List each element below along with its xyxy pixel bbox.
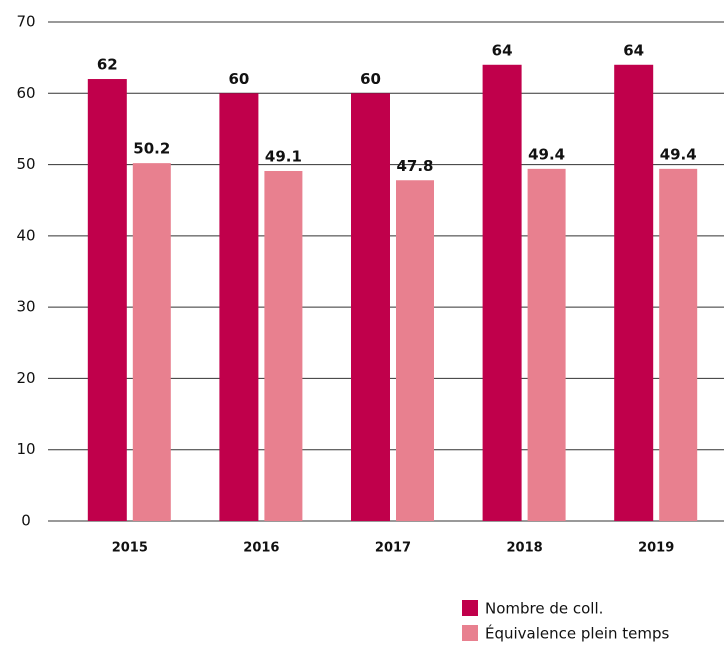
y-tick-label: 70 [16,13,35,31]
y-tick-label: 0 [21,512,31,530]
x-tick-label: 2017 [375,541,411,556]
bar [527,168,566,521]
bar [219,93,259,522]
data-label: 60 [360,70,381,88]
data-label: 49.4 [528,145,565,163]
data-label: 64 [623,41,644,59]
bar [396,180,434,522]
legend-swatch [462,625,478,641]
y-tick-label: 40 [16,226,35,244]
data-label: 49.4 [660,145,697,163]
x-tick-label: 2015 [112,541,148,556]
data-label: 64 [492,41,513,59]
data-label: 50.2 [133,140,170,158]
bar [482,64,522,522]
x-tick-label: 2019 [638,541,674,556]
data-label: 47.8 [396,157,433,175]
y-tick-label: 60 [16,84,35,102]
x-tick-label: 2016 [243,541,279,556]
data-label: 49.1 [265,147,302,165]
data-label: 62 [97,56,118,74]
legend-label: Nombre de coll. [485,600,603,618]
y-tick-label: 10 [16,440,35,458]
y-tick-label: 50 [16,155,35,173]
bar [614,64,654,522]
bar [659,168,698,521]
bar [264,170,303,522]
y-tick-label: 30 [16,298,35,316]
data-label: 60 [228,70,249,88]
x-tick-label: 2018 [507,541,543,556]
legend-label: Équivalence plein temps [485,624,669,643]
legend-swatch [462,600,478,616]
y-tick-label: 20 [16,369,35,387]
bar [351,93,390,522]
bar [87,79,127,522]
bar [132,163,171,521]
